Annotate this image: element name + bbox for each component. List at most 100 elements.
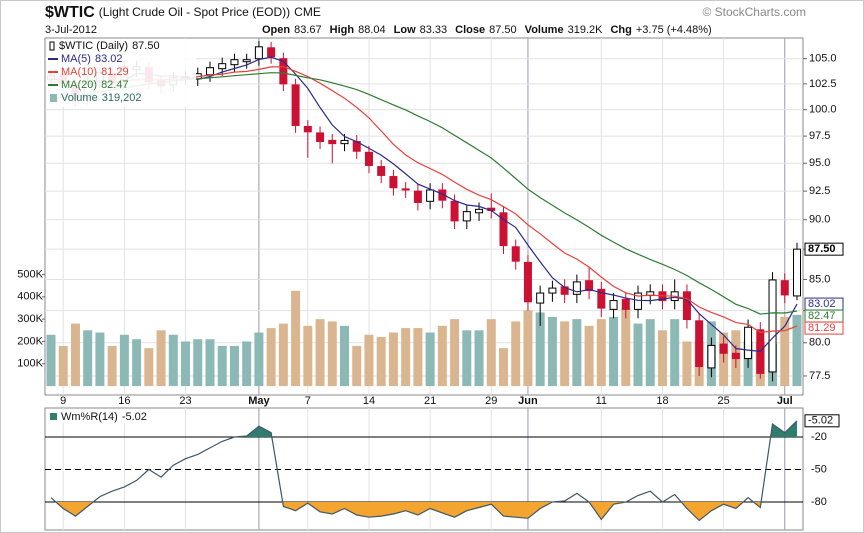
candle-body [438,189,447,201]
candle-body [511,246,520,262]
volume-bar [193,339,203,387]
volume-bar [792,314,802,387]
legend-value: 319,202 [102,92,142,104]
volume-bar [511,321,521,387]
stat-value: 88.04 [358,24,386,36]
candle-body [205,67,214,76]
volume-bar [425,332,435,387]
volume-bar [462,330,472,387]
volume-bar [437,325,447,387]
volume-bar [107,345,117,387]
last-value-label: -5.02 [808,415,833,427]
candle-body [768,279,777,373]
candle-body [609,300,618,310]
candle-body [413,190,422,203]
y-tick-label: 90.0 [809,214,830,226]
y-tick-label: 92.5 [809,185,830,197]
candle-body [560,286,569,295]
volume-tick-label: 400K [17,291,43,303]
legend-entry: $WTIC (Daily) 87.50 [59,40,160,52]
volume-bar [609,316,619,387]
volume-bar [254,332,264,387]
volume-bar [682,341,692,387]
legend-name: MA(5) [61,53,91,65]
stat-label: Open [262,24,290,36]
legend-value: 81.29 [101,66,129,78]
volume-bar [572,319,582,387]
candle-body [523,261,532,303]
volume-bar [181,341,191,387]
volume-bar [474,330,484,387]
y-tick-label: -20 [811,431,827,443]
volume-bar [266,328,276,387]
candle-body [793,248,801,297]
candle-body [548,287,557,294]
volume-bar [132,339,142,387]
volume-bar [486,319,496,387]
candle-body [585,280,594,292]
candle-body [597,288,606,309]
volume-bar [560,321,570,387]
legend-icon [50,94,57,102]
legend-name: Wm%R(14) [61,411,118,423]
stat-value: +3.75 (+4.48%) [636,24,712,36]
candle-body [389,176,398,189]
y-tick-label: 95.0 [809,157,830,169]
legend-box [46,39,196,107]
candle-body [780,280,789,296]
volume-bar [168,334,178,387]
stat-value: 83.67 [294,24,322,36]
stat-value: 319.2K [568,24,604,36]
candle-body [303,126,312,133]
volume-tick-label: 100K [17,358,43,370]
candle-body [316,132,325,142]
legend-name: MA(20) [61,79,97,91]
candle-body [254,46,263,60]
x-tick-label: 11 [596,395,607,407]
credit: © StockCharts.com [702,5,806,19]
volume-bar [670,319,680,387]
candle-body [450,200,459,222]
candle-body [364,151,373,166]
y-tick-label: 102.5 [809,78,837,90]
candle-body [462,211,471,222]
volume-bar [376,336,386,387]
volume-bar [58,345,68,387]
legend-box [46,410,156,423]
candle-body [695,320,704,368]
symbol: $WTIC [45,4,95,21]
candle-body [279,58,288,85]
candle-body [426,189,435,202]
volume-bar [621,307,631,387]
last-value-box [804,321,844,335]
legend-value: -5.02 [122,411,147,423]
x-tick-label: 29 [485,395,497,407]
x-tick-label: 21 [424,395,436,407]
last-value-label: 81.29 [808,322,836,334]
candle-body [230,59,239,66]
stat-value: 87.50 [489,24,517,36]
legend-entry: Volume 319,202 [61,92,141,104]
candle-body [536,292,545,304]
candle-body [377,166,386,176]
volume-bar [291,290,301,387]
legend-value: 83.02 [95,53,123,65]
volume-bar [547,316,557,387]
legend-name: Volume [61,92,98,104]
volume-bar [352,345,362,387]
volume-bar [523,310,533,387]
volume-bar [657,330,667,387]
volume-bar [364,334,374,387]
candle-body [719,343,728,354]
x-tick-label: May [248,395,270,407]
volume-bar [401,328,411,387]
volume-bar [535,312,545,387]
volume-bar [780,316,790,387]
candle-body [340,139,349,145]
stat-label: Chg [610,24,631,36]
volume-bar [278,323,288,387]
volume-bar [450,319,460,387]
volume-bar [327,321,337,387]
